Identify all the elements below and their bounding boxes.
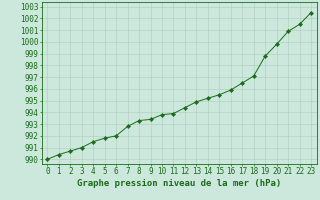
X-axis label: Graphe pression niveau de la mer (hPa): Graphe pression niveau de la mer (hPa) (77, 179, 281, 188)
